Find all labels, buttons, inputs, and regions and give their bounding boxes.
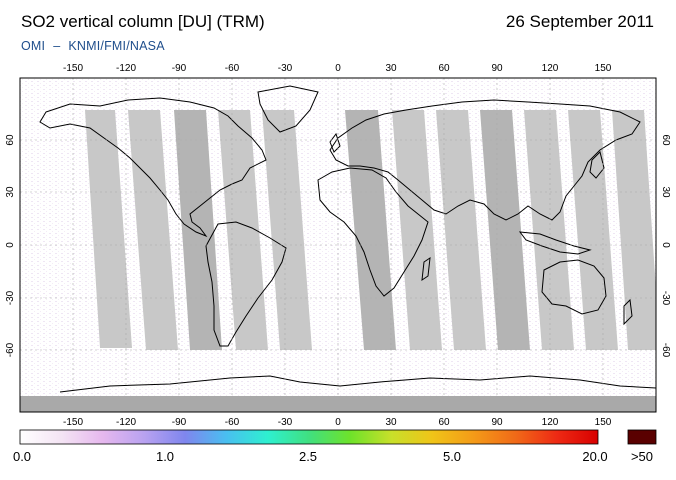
coast-new-zealand — [623, 298, 633, 326]
lon-tick-bottom: -30 — [278, 417, 293, 428]
coast-north-america — [39, 97, 267, 238]
lon-tick-top: -60 — [225, 63, 240, 74]
swath-12 — [612, 110, 656, 350]
coast-africa — [317, 167, 429, 297]
coast-greenland — [257, 85, 319, 133]
map-frame — [19, 77, 657, 413]
lon-tick-bottom: 0 — [335, 417, 341, 428]
lon-tick-bottom: -90 — [172, 417, 187, 428]
lon-tick-top: -150 — [63, 63, 83, 74]
colorbar-label: 5.0 — [442, 449, 462, 464]
lon-tick-top: 120 — [542, 63, 559, 74]
coast-japan — [589, 151, 605, 179]
map-title: SO2 vertical column [DU] (TRM) — [21, 12, 265, 31]
coast-madagascar — [421, 256, 431, 282]
swath-7 — [392, 110, 442, 350]
lon-tick-bottom: -150 — [63, 417, 83, 428]
colorbar-label: 20.0 — [582, 449, 608, 464]
swath-3 — [174, 110, 222, 350]
coast-uk — [329, 132, 341, 153]
swath-5 — [262, 110, 312, 350]
colorbar — [19, 429, 657, 445]
lon-tick-top: 30 — [385, 63, 397, 74]
lat-tick-right: 60 — [660, 134, 671, 146]
lon-tick-top: 90 — [491, 63, 503, 74]
colorbar-label: 0.0 — [12, 449, 32, 464]
coast-south-america — [205, 221, 287, 347]
colorbar-gradient — [19, 429, 599, 445]
graticule — [20, 78, 656, 412]
swath-6 — [345, 110, 396, 350]
lon-tick-top: -30 — [278, 63, 293, 74]
swath-4 — [218, 110, 268, 350]
lon-tick-bottom: 60 — [438, 417, 450, 428]
coast-eurasia — [329, 99, 641, 221]
lat-tick-left: -30 — [5, 290, 16, 305]
lon-tick-bottom: 150 — [595, 417, 612, 428]
swath-1 — [85, 110, 132, 348]
lat-ticks-left: 60 30 0 -30 -60 — [5, 134, 16, 357]
lat-tick-left: 30 — [5, 186, 16, 198]
lon-tick-top: 60 — [438, 63, 450, 74]
credit-dash: – — [53, 39, 61, 53]
credit-agencies: KNMI/FMI/NASA — [68, 39, 165, 53]
credit-line: OMI – KNMI/FMI/NASA — [21, 39, 165, 53]
lat-tick-right: -60 — [660, 343, 671, 358]
lon-tick-top: 150 — [595, 63, 612, 74]
lon-tick-bottom: -60 — [225, 417, 240, 428]
swath-8 — [436, 110, 486, 350]
swath-9 — [480, 110, 530, 350]
lon-tick-bottom: 120 — [542, 417, 559, 428]
lon-tick-top: 0 — [335, 63, 341, 74]
lon-ticks-top: -150 -120 -90 -60 -30 0 30 60 90 120 150 — [63, 63, 612, 74]
lat-ticks-right: 60 30 0 -30 -60 — [660, 134, 671, 357]
swath-2 — [128, 110, 178, 350]
lat-tick-left: -60 — [5, 342, 16, 357]
colorbar-overflow-swatch — [627, 429, 657, 445]
lon-tick-bottom: -120 — [116, 417, 136, 428]
map-date: 26 September 2011 — [505, 12, 654, 31]
lat-tick-right: 30 — [660, 186, 671, 198]
lon-tick-top: -90 — [172, 63, 187, 74]
lat-tick-left: 0 — [5, 242, 16, 248]
coast-antarctica — [59, 375, 656, 393]
lon-ticks-bottom: -150 -120 -90 -60 -30 0 30 60 90 120 150 — [63, 417, 612, 428]
lon-tick-bottom: 30 — [385, 417, 397, 428]
colorbar-label: 2.5 — [298, 449, 318, 464]
swath-10 — [524, 110, 574, 350]
lat-tick-left: 60 — [5, 134, 16, 146]
lat-tick-right: -30 — [660, 291, 671, 306]
lat-tick-right: 0 — [660, 242, 671, 248]
colorbar-label: >50 — [630, 449, 654, 464]
coast-australia — [541, 259, 607, 315]
coastlines — [39, 85, 656, 393]
lon-tick-top: -120 — [116, 63, 136, 74]
colorbar-label: 1.0 — [155, 449, 175, 464]
lon-tick-bottom: 90 — [491, 417, 503, 428]
credit-instrument: OMI — [21, 39, 46, 53]
coast-indonesia — [518, 231, 592, 255]
